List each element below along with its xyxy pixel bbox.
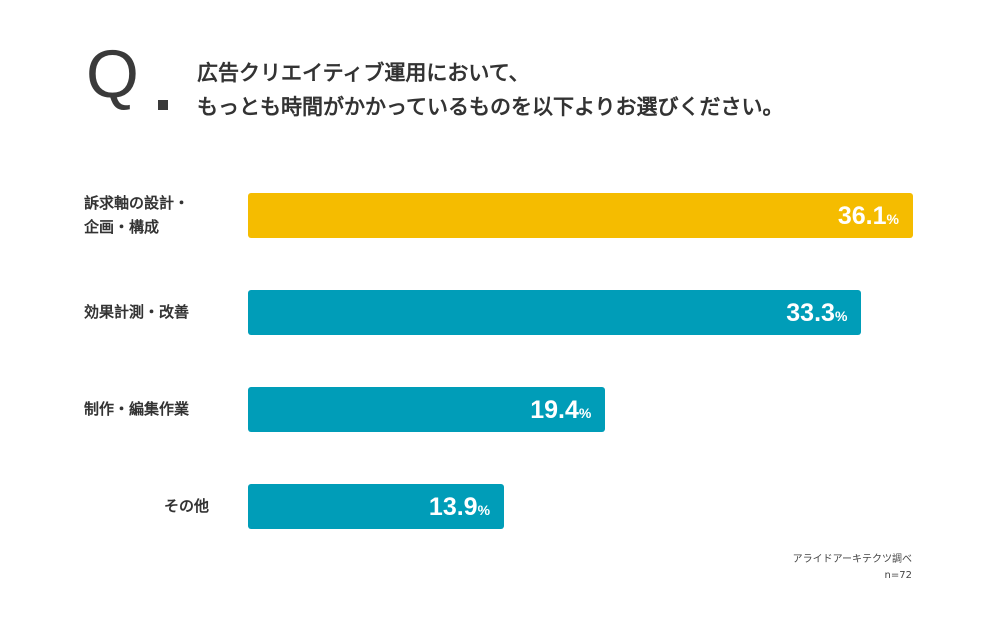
category-label: その他 xyxy=(164,494,324,518)
data-label-unit: % xyxy=(886,211,899,227)
sample-size: n=72 xyxy=(884,570,912,581)
question-dot xyxy=(158,100,168,110)
question-line-2: もっとも時間がかかっているものを以下よりお選びください。 xyxy=(197,95,784,119)
category-label: 訴求軸の設計・ 企画・構成 xyxy=(84,191,244,239)
question-title: 広告クリエイティブ運用において、 もっとも時間がかかっているものを以下よりお選び… xyxy=(197,56,784,124)
category-label-line: その他 xyxy=(164,497,210,515)
data-label-unit: % xyxy=(578,405,592,421)
category-label: 制作・編集作業 xyxy=(84,397,244,421)
bar: 19.4% xyxy=(248,387,606,432)
bar: 13.9% xyxy=(248,484,505,529)
category-label-line: 訴求軸の設計・ xyxy=(84,194,190,212)
data-label: 36.1% xyxy=(838,202,899,231)
data-label: 33.3% xyxy=(786,299,847,328)
category-label-line: 効果計測・改善 xyxy=(84,303,190,321)
category-label-line: 制作・編集作業 xyxy=(84,400,190,418)
source-label: アライドアーキテクツ調べ xyxy=(792,554,912,565)
bar: 36.1% xyxy=(248,193,913,238)
source-note: アライドアーキテクツ調べ n=72 xyxy=(793,552,912,584)
category-label-line: 企画・構成 xyxy=(84,218,160,236)
data-label-value: 33.3 xyxy=(786,299,835,327)
category-label: 効果計測・改善 xyxy=(84,300,244,324)
bar: 33.3% xyxy=(248,290,862,335)
data-label-unit: % xyxy=(834,308,848,324)
data-label: 13.9% xyxy=(429,493,490,522)
data-label-unit: % xyxy=(477,502,491,518)
data-label: 19.4% xyxy=(530,396,591,425)
data-label-value: 36.1 xyxy=(837,202,887,230)
data-label-value: 19.4 xyxy=(530,396,579,424)
question-mark-q: Q xyxy=(86,36,139,112)
question-line-1: 広告クリエイティブ運用において、 xyxy=(197,61,530,85)
data-label-value: 13.9 xyxy=(428,493,478,521)
